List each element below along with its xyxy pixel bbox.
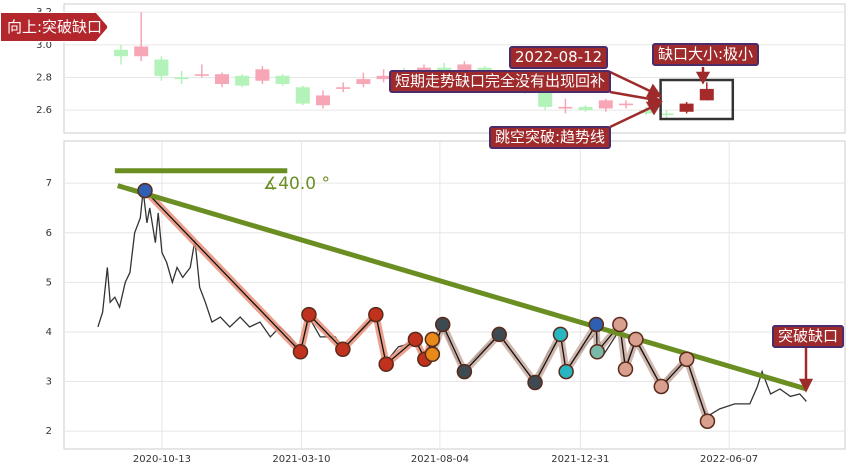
y-tick-label: 3.0 [36,40,52,51]
y-tick-label: 5 [46,277,52,288]
zigzag-marker [653,378,670,395]
x-tick-label: 2021-08-04 [411,454,469,465]
signal-label: 向上:突破缺口 [0,12,108,42]
zigzag-marker [434,316,451,333]
zigzag-marker [456,363,473,380]
zigzag-marker [628,331,644,348]
zigzag-marker [527,374,543,391]
zoom-box [659,78,735,121]
x-tick-label: 2021-12-31 [551,454,609,465]
zigzag-marker [335,341,351,358]
zigzag-marker [699,413,716,429]
zigzag-marker [424,331,441,348]
candle-body [619,103,633,106]
annotation: 缺口大小:极小 [652,43,760,66]
annotation: 2022-08-12 [509,46,609,69]
candle-body [457,64,472,75]
x-tick-label: 2022-06-07 [700,454,758,465]
annotation: 突破缺口 [772,325,845,348]
zigzag-marker [558,363,574,380]
y-tick-label: 2.8 [36,72,52,83]
y-tick-label: 6 [46,228,52,239]
y-tick-label: 4 [46,327,52,338]
candle-body [679,103,694,112]
candle-body [154,59,169,76]
zigzag-marker [491,326,507,343]
bottom-panel [63,140,846,450]
candle-body [134,46,149,57]
candle-body [255,69,270,81]
y-tick-label: 2.6 [36,105,52,116]
zigzag-marker [407,331,424,348]
zigzag-marker [137,182,153,199]
candle-body [578,106,593,111]
candle-body [538,90,553,107]
candle-body [699,88,714,101]
top-panel [63,3,846,134]
zigzag-marker [589,344,605,360]
zigzag-marker [588,316,605,333]
candle-body [174,77,189,80]
candle-body [275,75,290,85]
zigzag-marker [552,326,569,343]
annotation: 短期走势缺口完全没有出现回补 [389,70,612,93]
zigzag-marker [617,361,634,377]
candle-body [316,95,330,106]
zigzag-marker [424,346,441,363]
y-tick-label: 7 [46,178,52,189]
candle-body [659,113,674,116]
y-tick-label: 2 [46,426,52,437]
angle-label: ∡40.0 ° [263,174,330,194]
x-tick-label: 2021-03-10 [272,454,330,465]
zigzag-marker [678,351,695,367]
candle-body [598,100,613,109]
zigzag-marker [292,344,309,360]
candle-body [295,87,310,104]
candle-body [114,49,128,57]
zigzag-marker [301,306,317,323]
zigzag-marker [378,356,394,372]
arrows [609,67,814,393]
candle-body [235,75,250,86]
candle-body [336,87,351,89]
candle-body [194,74,209,76]
x-tick-label: 2020-10-13 [133,454,191,465]
annotation: 跳空突破:趋势线 [489,126,612,149]
candle-body [639,110,654,114]
candle-body [356,79,371,85]
y-tick-label: 3 [46,377,52,388]
candle-body [376,75,391,80]
candle-body [558,106,573,109]
candle-body [215,74,229,85]
zigzag-marker [612,316,628,333]
zigzag-marker [368,306,384,323]
